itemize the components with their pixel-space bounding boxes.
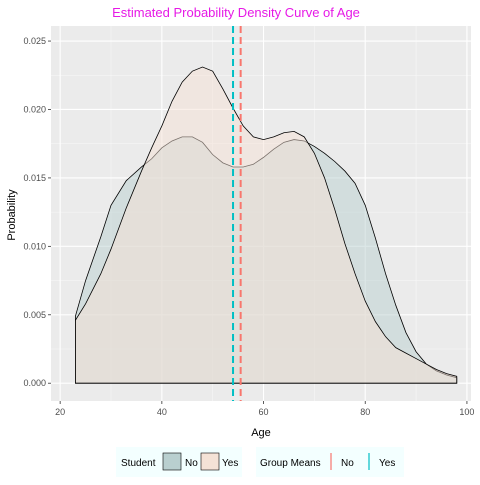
x-tick-label: 100 (459, 407, 474, 417)
x-tick-label: 80 (360, 407, 370, 417)
y-tick-label: 0.010 (23, 241, 46, 251)
y-tick-label: 0.000 (23, 378, 46, 388)
legend-means-box (256, 447, 404, 477)
x-tick-label: 40 (157, 407, 167, 417)
legend-label-no: No (185, 458, 198, 469)
chart-title: Estimated Probability Density Curve of A… (112, 5, 360, 20)
legend-label-mean-no: No (341, 458, 354, 469)
y-tick-label: 0.015 (23, 173, 46, 183)
y-axis: 0.000 0.005 0.010 0.015 0.020 0.025 (23, 36, 51, 388)
x-tick-label: 20 (55, 407, 65, 417)
legend: Student No Yes Group Means No Yes (116, 447, 404, 477)
group-mean-lines (232, 26, 242, 401)
y-axis-label: Probability (6, 189, 18, 241)
x-axis-label: Age (251, 427, 271, 439)
x-tick-label: 60 (259, 407, 269, 417)
legend-means-title: Group Means (260, 458, 321, 469)
density-areas (75, 66, 458, 384)
y-tick-label: 0.005 (23, 310, 46, 320)
y-tick-label: 0.020 (23, 104, 46, 114)
legend-label-yes: Yes (222, 458, 238, 469)
legend-student-title: Student (121, 458, 156, 469)
legend-key-yes-fill (200, 452, 220, 471)
legend-key-no-fill (162, 452, 182, 471)
x-axis: 20 40 60 80 100 (55, 401, 474, 417)
y-tick-label: 0.025 (23, 36, 46, 46)
legend-label-mean-yes: Yes (379, 458, 395, 469)
density-area-yes (75, 66, 458, 384)
